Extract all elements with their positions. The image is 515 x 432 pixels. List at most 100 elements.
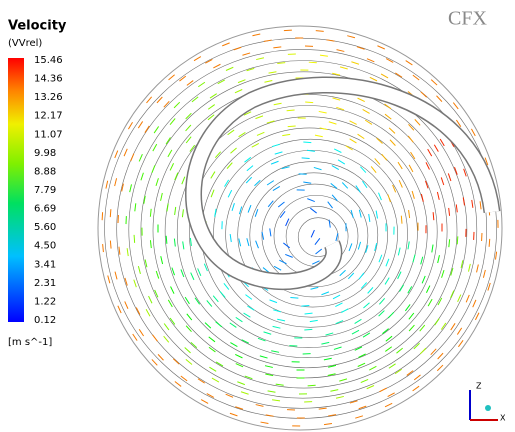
velocity-vector (247, 238, 249, 246)
tick-label: 2.31 (34, 278, 56, 289)
velocity-vector (228, 130, 234, 135)
velocity-vector (388, 312, 394, 318)
velocity-vector (336, 396, 344, 398)
velocity-vector (399, 285, 403, 292)
velocity-vector (431, 80, 437, 85)
velocity-vector (307, 199, 314, 202)
velocity-vector (245, 376, 253, 379)
velocity-vector (208, 105, 214, 110)
velocity-vector (347, 36, 355, 38)
velocity-vector (209, 337, 215, 342)
velocity-vector (274, 103, 282, 104)
velocity-vector (321, 342, 329, 344)
velocity-vector (432, 245, 433, 253)
velocity-vector (359, 210, 361, 218)
velocity-vector (309, 62, 317, 63)
velocity-vector (340, 67, 348, 69)
velocity-vector (277, 63, 285, 64)
velocity-vector (389, 128, 395, 133)
velocity-vector (213, 64, 220, 68)
velocity-vector (175, 207, 176, 215)
y-axis (485, 405, 491, 411)
velocity-vector (426, 286, 429, 293)
velocity-vector (144, 196, 145, 204)
velocity-vector (420, 348, 426, 354)
velocity-vector (139, 329, 143, 336)
velocity-vector (239, 239, 241, 247)
velocity-vector (342, 182, 347, 188)
velocity-vector (247, 166, 253, 171)
velocity-vector (245, 295, 251, 300)
velocity-vector (428, 149, 432, 156)
velocity-vector (154, 126, 159, 133)
velocity-vector (442, 270, 444, 278)
velocity-vector (106, 181, 108, 189)
velocity-vector (153, 144, 157, 151)
velocity-vector (213, 296, 218, 302)
velocity-vector (119, 247, 120, 255)
velocity-vector (220, 291, 225, 297)
velocity-vector (412, 191, 414, 199)
velocity-vector (257, 132, 264, 135)
velocity-vector (146, 309, 150, 316)
velocity-vector (305, 102, 313, 103)
velocity-vector (265, 366, 273, 368)
velocity-vector (314, 167, 322, 169)
velocity-vector (433, 212, 434, 220)
velocity-vector (135, 203, 136, 211)
velocity-vector (341, 309, 348, 313)
tick-label: 1.22 (34, 296, 56, 307)
velocity-vector (161, 256, 163, 264)
velocity-vector (185, 347, 191, 352)
velocity-vector (398, 272, 401, 279)
velocity-vector (215, 209, 216, 217)
velocity-vector (449, 208, 450, 216)
velocity-vector (269, 300, 277, 303)
velocity-vector (428, 299, 432, 306)
velocity-vector (222, 43, 229, 46)
velocity-vector (182, 209, 183, 217)
velocity-vector (339, 379, 347, 381)
velocity-vector (272, 400, 280, 401)
velocity-vector (466, 295, 469, 302)
velocity-vector (256, 241, 259, 248)
z-label: Z (476, 382, 482, 391)
velocity-vector (480, 201, 481, 209)
axis-triad: Z X (470, 382, 506, 423)
velocity-vector (175, 173, 178, 180)
tick-label: 11.07 (34, 129, 63, 140)
velocity-vector (134, 280, 137, 288)
velocity-vector (224, 283, 229, 289)
velocity-vector (437, 365, 443, 371)
velocity-vector (115, 151, 118, 158)
velocity-vector (385, 347, 391, 352)
velocity-vector (334, 149, 341, 153)
velocity-vector (127, 248, 128, 256)
velocity-vector (230, 148, 236, 153)
velocity-vector (395, 369, 402, 374)
velocity-vector (237, 382, 244, 385)
velocity-vector (388, 194, 391, 202)
velocity-vector (139, 154, 142, 161)
velocity-vector (440, 139, 444, 146)
velocity-vector (365, 120, 372, 124)
velocity-vector (227, 163, 232, 169)
legend-title: Velocity (8, 19, 67, 34)
velocity-vector (276, 384, 284, 385)
velocity-vector (385, 104, 391, 109)
velocity-vector (187, 314, 192, 320)
velocity-vector (264, 81, 272, 83)
velocity-vector (338, 160, 345, 164)
velocity-vector (173, 359, 179, 364)
velocity-vector (230, 234, 231, 242)
velocity-vector (301, 306, 309, 307)
velocity-vector (103, 244, 104, 252)
velocity-vector (458, 340, 463, 346)
velocity-vector (207, 300, 212, 306)
velocity-vector (358, 242, 360, 250)
velocity-vector (332, 166, 339, 170)
velocity-vector (174, 239, 175, 247)
velocity-vector (247, 306, 254, 310)
velocity-vector (241, 392, 249, 395)
velocity-vector (248, 205, 251, 212)
